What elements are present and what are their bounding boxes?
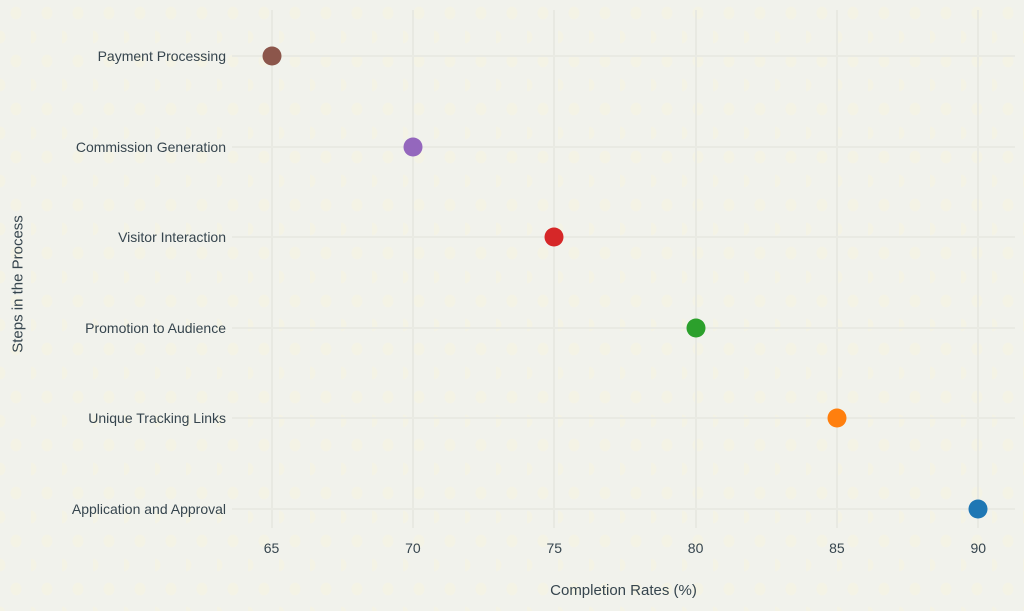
x-tick-label: 90 <box>970 540 987 556</box>
x-gridline <box>835 10 838 528</box>
data-point <box>262 46 282 66</box>
data-point <box>403 137 423 157</box>
y-gridline <box>232 236 1015 239</box>
y-category-label: Payment Processing <box>97 48 226 64</box>
x-tick-label: 85 <box>829 540 845 556</box>
x-gridline <box>270 10 273 528</box>
y-category-label: Application and Approval <box>71 501 226 517</box>
data-point <box>686 318 706 338</box>
y-gridline <box>232 55 1015 57</box>
y-gridline <box>232 145 1015 148</box>
y-axis-title: Steps in the Process <box>9 215 27 353</box>
x-tick-label: 65 <box>263 540 280 556</box>
y-category-label: Unique Tracking Links <box>88 410 226 427</box>
data-point <box>827 408 847 428</box>
y-category-label: Promotion to Audience <box>85 319 226 336</box>
x-tick-label: 75 <box>546 540 563 556</box>
x-gridline <box>411 10 414 528</box>
x-gridline <box>694 10 697 528</box>
y-gridline <box>232 508 1015 510</box>
y-category-label: Visitor Interaction <box>118 229 226 246</box>
x-tick-label: 80 <box>687 540 704 556</box>
x-gridline <box>553 10 556 528</box>
data-point <box>544 227 564 247</box>
y-gridline <box>232 326 1015 329</box>
y-gridline <box>232 417 1015 420</box>
x-axis-title: Completion Rates (%) <box>550 582 697 599</box>
data-point <box>968 499 988 519</box>
x-tick-label: 70 <box>405 540 421 556</box>
x-gridline <box>977 10 980 528</box>
y-category-label: Commission Generation <box>75 138 226 155</box>
